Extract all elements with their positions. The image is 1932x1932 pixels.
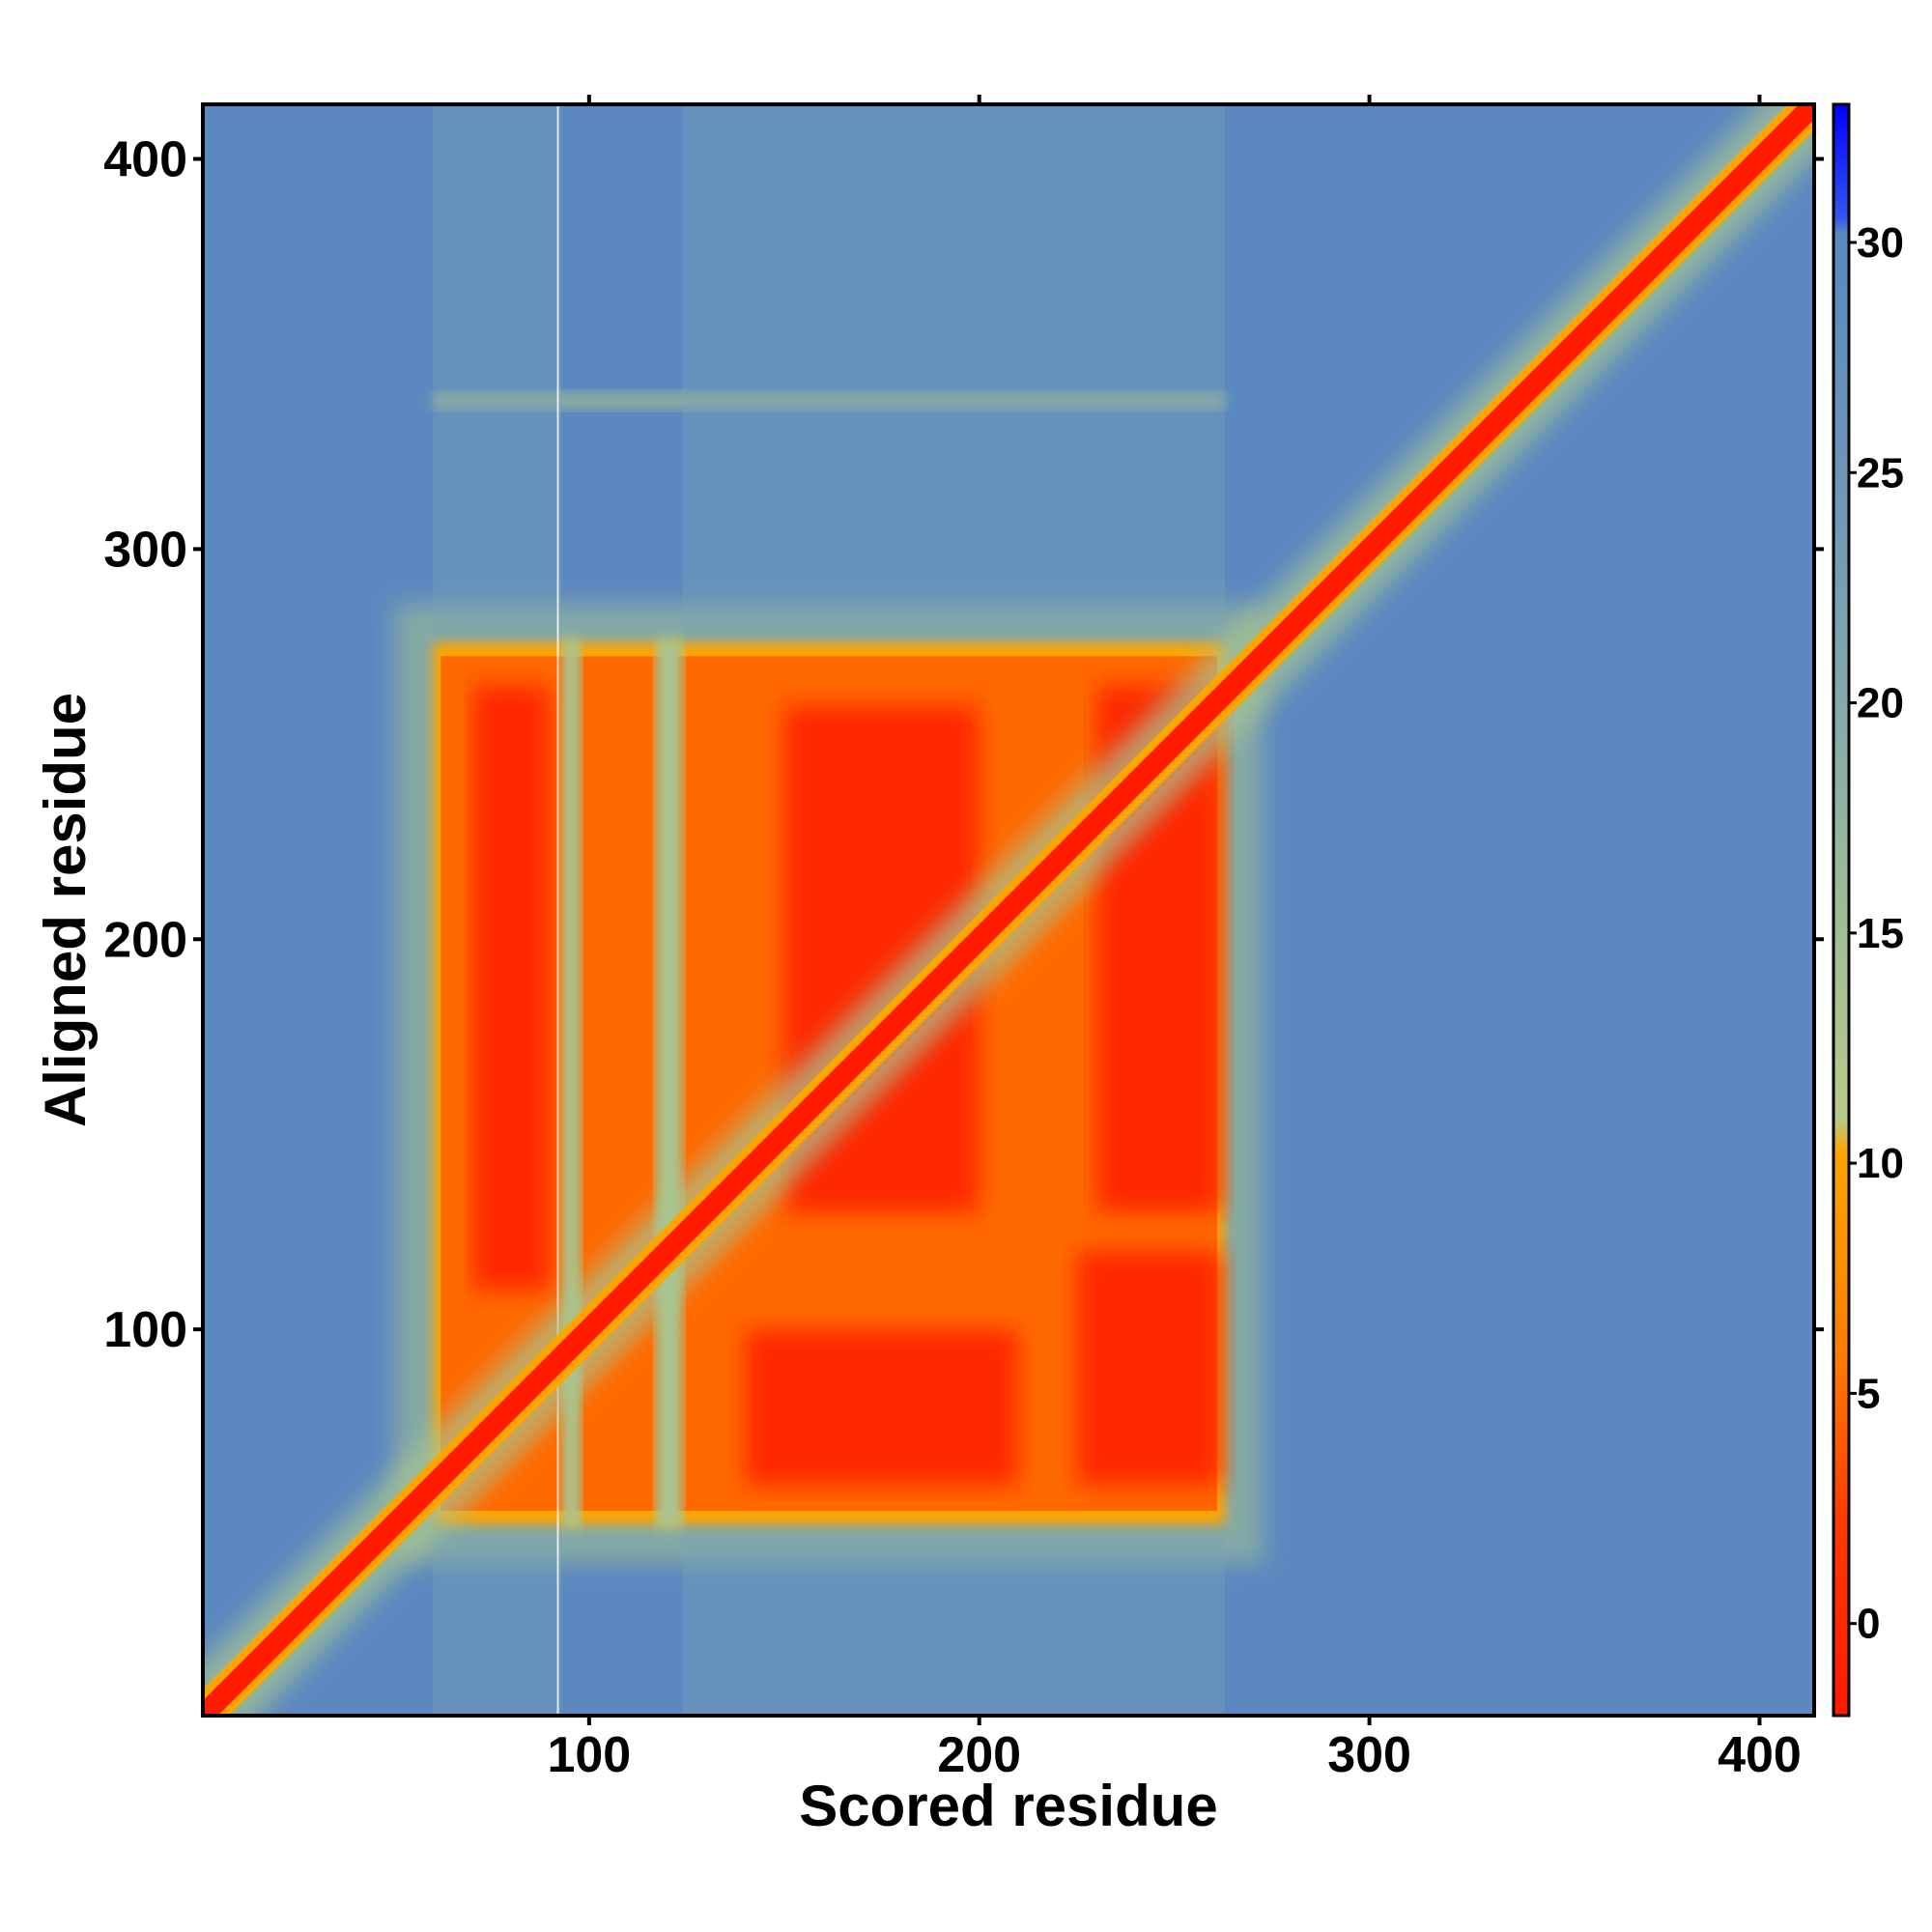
y-tick-label: 100: [103, 1302, 187, 1358]
colorbar-ticks: 0 5 10 15 20 25 30: [1849, 219, 1904, 1648]
colorbar-tick-label: 30: [1857, 219, 1904, 267]
colorbar-tick-label: 0: [1857, 1601, 1880, 1648]
x-tick-label: 400: [1718, 1727, 1802, 1783]
domain-hotspot: [1076, 1251, 1222, 1486]
colorbar-tick-label: 25: [1857, 449, 1904, 497]
colorbar-tick-label: 10: [1857, 1140, 1904, 1187]
heatmap-plot-area: [203, 104, 1814, 1716]
y-axis-ticks: 100 200 300 400: [103, 132, 1824, 1358]
colorbar-tick-label: 15: [1857, 910, 1904, 957]
y-tick-label: 300: [103, 522, 187, 578]
y-axis-title: Aligned residue: [33, 693, 98, 1127]
x-tick-label: 200: [937, 1727, 1021, 1783]
y-tick-label: 400: [103, 132, 187, 188]
x-axis-ticks: 100 200 300 400: [547, 95, 1802, 1783]
domain-hotspot: [471, 685, 551, 1291]
colorbar-tick-label: 5: [1857, 1370, 1880, 1417]
domain-gap: [655, 639, 683, 1529]
x-tick-label: 100: [547, 1727, 631, 1783]
domain-hotspot: [745, 1329, 1019, 1486]
colorbar-tick-label: 20: [1857, 680, 1904, 727]
diagonal-core: [203, 104, 1814, 1716]
faint-band: [433, 390, 1226, 411]
colorbar: [1832, 102, 1851, 1718]
y-tick-label: 200: [103, 912, 187, 968]
x-tick-label: 300: [1327, 1727, 1411, 1783]
x-axis-title: Scored residue: [799, 1774, 1218, 1838]
plot-frame: [201, 102, 1816, 1718]
